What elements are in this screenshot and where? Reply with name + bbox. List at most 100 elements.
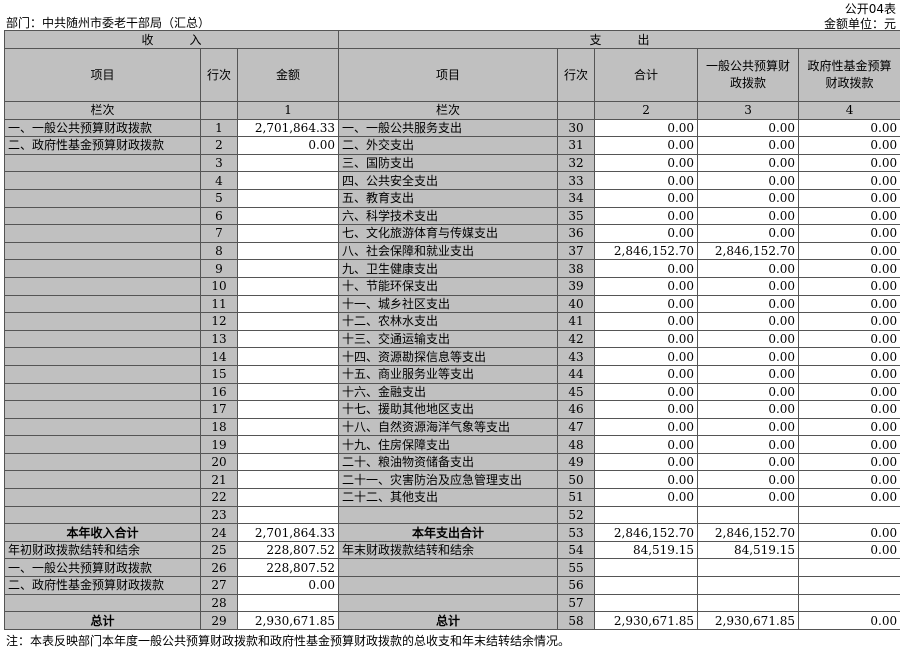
expense-general[interactable]	[697, 593, 800, 613]
expense-general[interactable]: 0.00	[697, 347, 800, 366]
expense-general[interactable]: 0.00	[697, 259, 800, 278]
income-amount[interactable]	[236, 259, 340, 278]
expense-fund[interactable]: 0.00	[798, 347, 900, 366]
expense-total[interactable]: 0.00	[594, 400, 699, 419]
expense-fund[interactable]: 0.00	[798, 294, 900, 314]
expense-total[interactable]: 0.00	[594, 329, 699, 349]
expense-general[interactable]: 0.00	[697, 400, 800, 419]
expense-fund[interactable]: 0.00	[798, 188, 900, 208]
expense-general[interactable]: 0.00	[697, 417, 800, 437]
expense-fund[interactable]: 0.00	[798, 417, 900, 437]
income-amount[interactable]: 2,701,864.33	[236, 118, 340, 138]
expense-general[interactable]	[697, 576, 800, 595]
expense-general[interactable]: 0.00	[697, 206, 800, 226]
expense-total[interactable]: 0.00	[594, 417, 699, 437]
expense-total[interactable]: 0.00	[594, 206, 699, 226]
expense-fund[interactable]: 0.00	[798, 136, 900, 155]
expense-general[interactable]: 2,930,671.85	[697, 611, 800, 630]
expense-fund[interactable]: 0.00	[798, 382, 900, 402]
expense-total[interactable]: 2,930,671.85	[594, 611, 699, 630]
expense-general[interactable]: 0.00	[697, 488, 800, 507]
income-amount[interactable]	[236, 206, 340, 226]
expense-general[interactable]	[697, 505, 800, 525]
expense-total[interactable]: 0.00	[594, 435, 699, 454]
expense-total[interactable]: 0.00	[594, 382, 699, 402]
income-amount[interactable]: 228,807.52	[236, 558, 340, 578]
expense-total[interactable]: 0.00	[594, 470, 699, 490]
expense-general[interactable]: 2,846,152.70	[697, 241, 800, 261]
expense-general[interactable]: 0.00	[697, 188, 800, 208]
expense-fund[interactable]: 0.00	[798, 400, 900, 419]
income-amount[interactable]	[236, 224, 340, 243]
income-amount[interactable]: 2,930,671.85	[236, 611, 340, 630]
expense-fund[interactable]	[798, 593, 900, 613]
income-amount[interactable]	[236, 417, 340, 437]
expense-general[interactable]: 0.00	[697, 452, 800, 472]
income-amount[interactable]	[236, 171, 340, 190]
income-amount[interactable]	[236, 488, 340, 507]
income-amount[interactable]	[236, 188, 340, 208]
expense-fund[interactable]: 0.00	[798, 171, 900, 190]
expense-general[interactable]	[697, 558, 800, 578]
expense-total[interactable]: 0.00	[594, 259, 699, 278]
income-amount[interactable]	[236, 470, 340, 490]
income-amount[interactable]: 0.00	[236, 576, 340, 595]
expense-total[interactable]: 0.00	[594, 276, 699, 296]
expense-general[interactable]: 0.00	[697, 294, 800, 314]
expense-fund[interactable]: 0.00	[798, 312, 900, 331]
expense-total[interactable]: 0.00	[594, 312, 699, 331]
expense-total[interactable]: 0.00	[594, 488, 699, 507]
income-amount[interactable]	[236, 312, 340, 331]
expense-general[interactable]: 0.00	[697, 136, 800, 155]
expense-general[interactable]: 0.00	[697, 118, 800, 138]
expense-fund[interactable]: 0.00	[798, 118, 900, 138]
expense-general[interactable]: 0.00	[697, 382, 800, 402]
expense-general[interactable]: 0.00	[697, 153, 800, 173]
income-amount[interactable]	[236, 294, 340, 314]
income-amount[interactable]	[236, 347, 340, 366]
expense-fund[interactable]: 0.00	[798, 611, 900, 630]
expense-fund[interactable]: 0.00	[798, 540, 900, 560]
expense-total[interactable]: 0.00	[594, 153, 699, 173]
expense-fund[interactable]: 0.00	[798, 276, 900, 296]
expense-total[interactable]: 0.00	[594, 294, 699, 314]
expense-fund[interactable]: 0.00	[798, 488, 900, 507]
expense-fund[interactable]: 0.00	[798, 435, 900, 454]
expense-fund[interactable]: 0.00	[798, 206, 900, 226]
expense-fund[interactable]: 0.00	[798, 329, 900, 349]
expense-total[interactable]: 0.00	[594, 224, 699, 243]
income-amount[interactable]	[236, 276, 340, 296]
expense-fund[interactable]: 0.00	[798, 241, 900, 261]
expense-general[interactable]: 0.00	[697, 276, 800, 296]
expense-fund[interactable]: 0.00	[798, 153, 900, 173]
expense-total[interactable]: 0.00	[594, 136, 699, 155]
expense-fund[interactable]: 0.00	[798, 259, 900, 278]
expense-general[interactable]: 0.00	[697, 470, 800, 490]
income-amount[interactable]	[236, 400, 340, 419]
expense-total[interactable]: 0.00	[594, 364, 699, 384]
expense-general[interactable]: 0.00	[697, 224, 800, 243]
expense-total[interactable]	[594, 576, 699, 595]
expense-general[interactable]: 0.00	[697, 329, 800, 349]
expense-fund[interactable]: 0.00	[798, 452, 900, 472]
expense-general[interactable]: 0.00	[697, 364, 800, 384]
income-amount[interactable]	[236, 435, 340, 454]
expense-fund[interactable]: 0.00	[798, 364, 900, 384]
income-amount[interactable]	[236, 382, 340, 402]
expense-total[interactable]: 2,846,152.70	[594, 523, 699, 542]
expense-total[interactable]	[594, 558, 699, 578]
expense-fund[interactable]	[798, 505, 900, 525]
expense-total[interactable]	[594, 593, 699, 613]
income-amount[interactable]: 0.00	[236, 136, 340, 155]
expense-general[interactable]: 2,846,152.70	[697, 523, 800, 542]
expense-total[interactable]: 2,846,152.70	[594, 241, 699, 261]
income-amount[interactable]	[236, 329, 340, 349]
income-amount[interactable]	[236, 241, 340, 261]
expense-total[interactable]: 0.00	[594, 171, 699, 190]
expense-general[interactable]: 0.00	[697, 171, 800, 190]
expense-general[interactable]: 0.00	[697, 435, 800, 454]
income-amount[interactable]: 2,701,864.33	[236, 523, 340, 542]
expense-total[interactable]: 84,519.15	[594, 540, 699, 560]
income-amount[interactable]: 228,807.52	[236, 540, 340, 560]
expense-total[interactable]: 0.00	[594, 188, 699, 208]
